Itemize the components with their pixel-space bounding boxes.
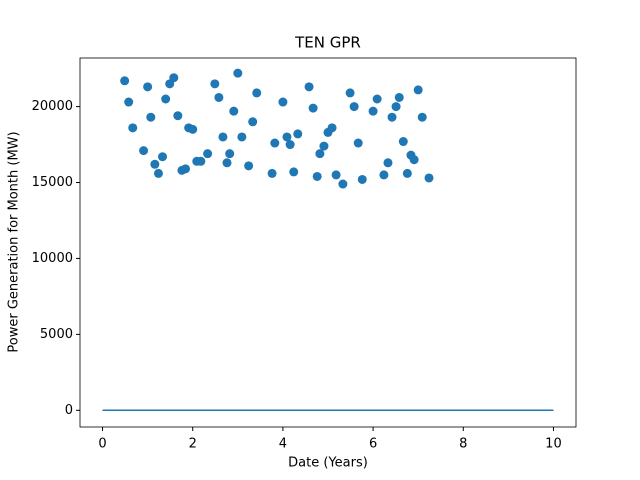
- scatter-point: [394, 92, 404, 102]
- scatter-point: [409, 155, 419, 165]
- scatter-point: [173, 111, 183, 121]
- scatter-point: [402, 168, 412, 178]
- scatter-point: [270, 138, 280, 148]
- scatter-point: [233, 68, 243, 78]
- scatter-point: [282, 132, 292, 142]
- x-tick-label: 6: [369, 437, 377, 452]
- y-tick-label: 0: [65, 403, 73, 418]
- scatter-point: [285, 140, 295, 150]
- scatter-point: [229, 106, 239, 116]
- scatter-point: [293, 129, 303, 139]
- scatter-point: [158, 152, 168, 162]
- scatter-point: [222, 158, 232, 168]
- scatter-point: [252, 88, 262, 98]
- scatter-point: [398, 137, 408, 147]
- scatter-point: [372, 94, 382, 104]
- scatter-point: [387, 112, 397, 122]
- scatter-point: [308, 103, 318, 113]
- y-tick-label: 10000: [32, 251, 73, 266]
- scatter-point: [196, 156, 206, 166]
- scatter-point: [379, 170, 389, 180]
- x-tick-label: 10: [545, 437, 562, 452]
- x-tick-label: 8: [459, 437, 467, 452]
- scatter-point: [357, 174, 367, 184]
- scatter-point: [153, 168, 163, 178]
- scatter-point: [383, 158, 393, 168]
- scatter-point: [349, 102, 359, 112]
- x-tick-label: 2: [189, 437, 197, 452]
- scatter-point: [120, 76, 130, 86]
- plot-frame: [79, 57, 577, 428]
- scatter-point: [139, 146, 149, 156]
- scatter-point: [150, 159, 160, 169]
- scatter-point: [345, 88, 355, 98]
- scatter-point: [319, 141, 329, 151]
- scatter-point: [289, 167, 299, 177]
- scatter-point: [146, 112, 156, 122]
- scatter-point: [181, 164, 191, 174]
- scatter-point: [368, 106, 378, 116]
- scatter-point: [413, 85, 423, 95]
- scatter-point: [304, 82, 314, 92]
- scatter-point: [391, 102, 401, 112]
- scatter-point: [417, 112, 427, 122]
- y-tick-label: 15000: [32, 175, 73, 190]
- scatter-point: [161, 94, 171, 104]
- scatter-point: [267, 168, 277, 178]
- scatter-point: [169, 73, 179, 83]
- x-tick-label: 4: [279, 437, 287, 452]
- scatter-point: [248, 117, 258, 127]
- scatter-point: [214, 92, 224, 102]
- scatter-point: [124, 97, 134, 107]
- scatter-point: [225, 149, 235, 159]
- scatter-point: [188, 124, 198, 134]
- scatter-point: [143, 82, 153, 92]
- scatter-point: [327, 123, 337, 133]
- scatter-point: [338, 179, 348, 189]
- scatter-point: [312, 171, 322, 181]
- scatter-point: [210, 79, 220, 89]
- scatter-point: [203, 149, 213, 159]
- scatter-point: [331, 170, 341, 180]
- y-tick-label: 5000: [40, 327, 73, 342]
- scatter-point: [128, 123, 138, 133]
- scatter-point: [424, 173, 434, 183]
- scatter-point: [237, 132, 247, 142]
- chart-title: TEN GPR: [294, 34, 361, 52]
- x-tick-label: 0: [98, 437, 106, 452]
- y-axis-label: Power Generation for Month (MW): [7, 131, 22, 352]
- scatter-point: [218, 132, 228, 142]
- x-axis-label: Date (Years): [288, 456, 368, 471]
- scatter-point: [244, 161, 254, 171]
- y-tick-label: 20000: [32, 99, 73, 114]
- scatter-point: [353, 138, 363, 148]
- scatter-point: [315, 149, 325, 159]
- scatter-point: [278, 97, 288, 107]
